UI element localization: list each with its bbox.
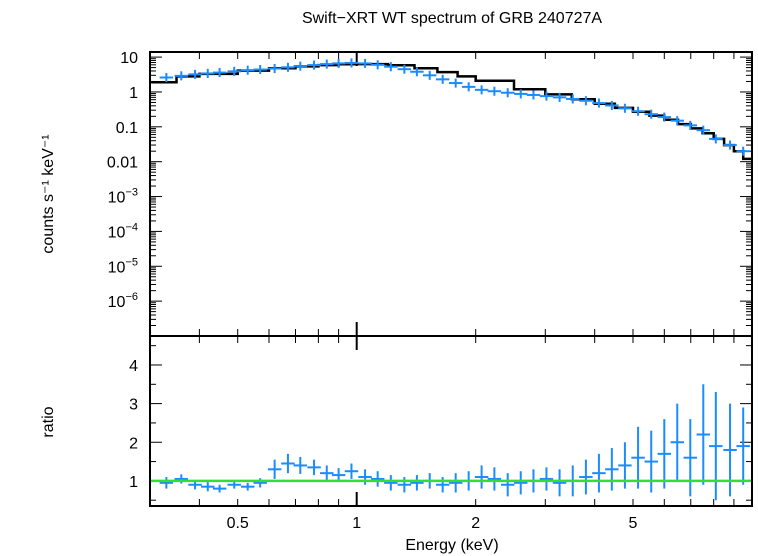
top-y-tick-labels: 10 1 0.1 0.01 10−3 10−4 10−5 10−6 xyxy=(107,50,138,311)
y-tick-label: 10−3 xyxy=(108,187,138,207)
x-tick-label: 2 xyxy=(471,515,480,532)
bottom-ticks xyxy=(149,336,753,506)
x-tick-labels: 0.5 1 2 5 xyxy=(227,515,638,532)
ratio-axis-label: ratio xyxy=(40,406,57,437)
data-points xyxy=(159,58,750,156)
ratio-tick-label: 3 xyxy=(129,397,138,414)
y-tick-label: 10 xyxy=(120,50,138,67)
bottom-frame xyxy=(149,335,753,507)
chart-title: Swift−XRT WT spectrum of GRB 240727A xyxy=(302,10,602,27)
x-tick-label: 5 xyxy=(629,515,638,532)
y-tick-label: 10−4 xyxy=(108,221,138,241)
ratio-tick-label: 1 xyxy=(129,474,138,491)
y-tick-label: 10−5 xyxy=(108,256,138,276)
top-y-axis-label: counts s⁻¹ keV⁻¹ xyxy=(40,134,57,253)
bottom-y-tick-labels: 1 2 3 4 xyxy=(129,358,138,491)
x-tick-label: 0.5 xyxy=(227,515,249,532)
y-tick-label: 1 xyxy=(129,85,138,102)
y-tick-label: 0.1 xyxy=(116,120,138,137)
x-axis-label: Energy (keV) xyxy=(405,537,498,554)
y-tick-label: 0.01 xyxy=(107,155,138,172)
ratio-tick-label: 4 xyxy=(129,358,138,375)
ratio-tick-label: 2 xyxy=(129,435,138,452)
x-tick-label: 1 xyxy=(352,515,361,532)
bottom-panel: 1 2 3 4 0.5 1 2 5 ratio Energy (keV) xyxy=(40,335,753,554)
top-panel: 10 1 0.1 0.01 10−3 10−4 10−5 10−6 counts s⁻¹ ke… xyxy=(40,50,753,337)
y-tick-label: 10−6 xyxy=(108,291,138,311)
